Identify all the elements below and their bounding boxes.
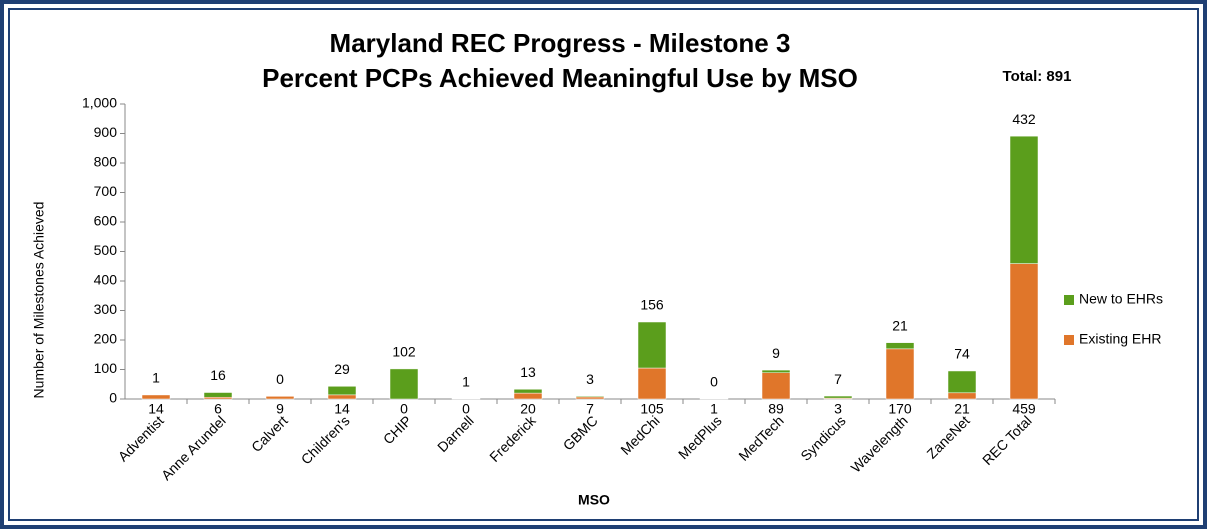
y-tick-label: 100 (94, 360, 118, 376)
bar-segment (513, 389, 543, 394)
data-label: 14 (148, 401, 164, 417)
data-label: 29 (334, 361, 350, 377)
y-tick-label: 400 (94, 272, 118, 288)
bar-segment (1009, 263, 1039, 400)
data-label: 74 (954, 346, 970, 362)
bar-segment (1009, 135, 1039, 264)
data-label: 14 (334, 401, 350, 417)
bar-segment (575, 395, 605, 398)
bar-segment (761, 369, 791, 373)
data-label: 105 (640, 401, 664, 417)
legend-swatch (1064, 295, 1074, 305)
y-tick-label: 500 (94, 242, 118, 258)
data-label: 9 (276, 401, 284, 417)
data-label: 6 (214, 401, 222, 417)
data-label: 7 (834, 371, 842, 387)
legend-swatch (1064, 335, 1074, 345)
bar-segment (761, 372, 791, 400)
data-label: 21 (954, 401, 970, 417)
bar-segment (575, 396, 605, 400)
bar-segment (637, 367, 667, 400)
bar-segment (327, 386, 357, 396)
y-tick-label: 800 (94, 154, 118, 170)
data-label: 1 (710, 401, 718, 417)
bar-segment (265, 396, 295, 400)
data-label: 432 (1012, 111, 1036, 127)
data-label: 3 (834, 401, 842, 417)
data-label: 1 (152, 369, 160, 385)
data-label: 156 (640, 297, 664, 313)
data-label: 1 (462, 373, 470, 389)
data-label: 0 (462, 401, 470, 417)
bar-segment (389, 368, 419, 400)
y-tick-label: 200 (94, 331, 118, 347)
y-axis-label: Number of Milestones Achieved (31, 202, 47, 399)
data-label: 13 (520, 364, 536, 380)
data-label: 21 (892, 317, 908, 333)
legend-label: New to EHRs (1079, 291, 1163, 307)
bar-segment (327, 394, 357, 400)
inner-frame (8, 8, 1199, 521)
data-label: 7 (586, 401, 594, 417)
data-label: 9 (772, 345, 780, 361)
data-label: 3 (586, 371, 594, 387)
y-tick-label: 0 (109, 390, 117, 406)
data-label: 170 (888, 401, 912, 417)
bar-segment (885, 348, 915, 400)
bar-segment (203, 396, 233, 400)
bar-segment (141, 394, 171, 400)
chart-subtitle: Percent PCPs Achieved Meaningful Use by … (262, 63, 858, 93)
data-label: 0 (276, 371, 284, 387)
data-label: 16 (210, 367, 226, 383)
data-label: 0 (400, 401, 408, 417)
data-label: 20 (520, 401, 536, 417)
data-label: 89 (768, 401, 784, 417)
total-annotation: Total: 891 (1003, 68, 1072, 85)
bar-segment (947, 370, 977, 394)
y-tick-label: 900 (94, 124, 118, 140)
bar-segment (203, 392, 233, 398)
bar-segment (513, 392, 543, 400)
x-axis-label: MSO (578, 492, 610, 508)
data-label: 0 (710, 373, 718, 389)
bar-segment (947, 392, 977, 400)
bar-segment (823, 395, 853, 399)
data-label: 459 (1012, 401, 1036, 417)
bar-segment (885, 342, 915, 350)
y-tick-label: 300 (94, 301, 118, 317)
y-tick-label: 1,000 (82, 95, 117, 111)
y-tick-label: 700 (94, 183, 118, 199)
data-label: 102 (392, 344, 416, 360)
legend-label: Existing EHR (1079, 331, 1161, 347)
chart-title: Maryland REC Progress - Milestone 3 (330, 28, 791, 58)
y-tick-label: 600 (94, 213, 118, 229)
bar-segment (637, 321, 667, 369)
